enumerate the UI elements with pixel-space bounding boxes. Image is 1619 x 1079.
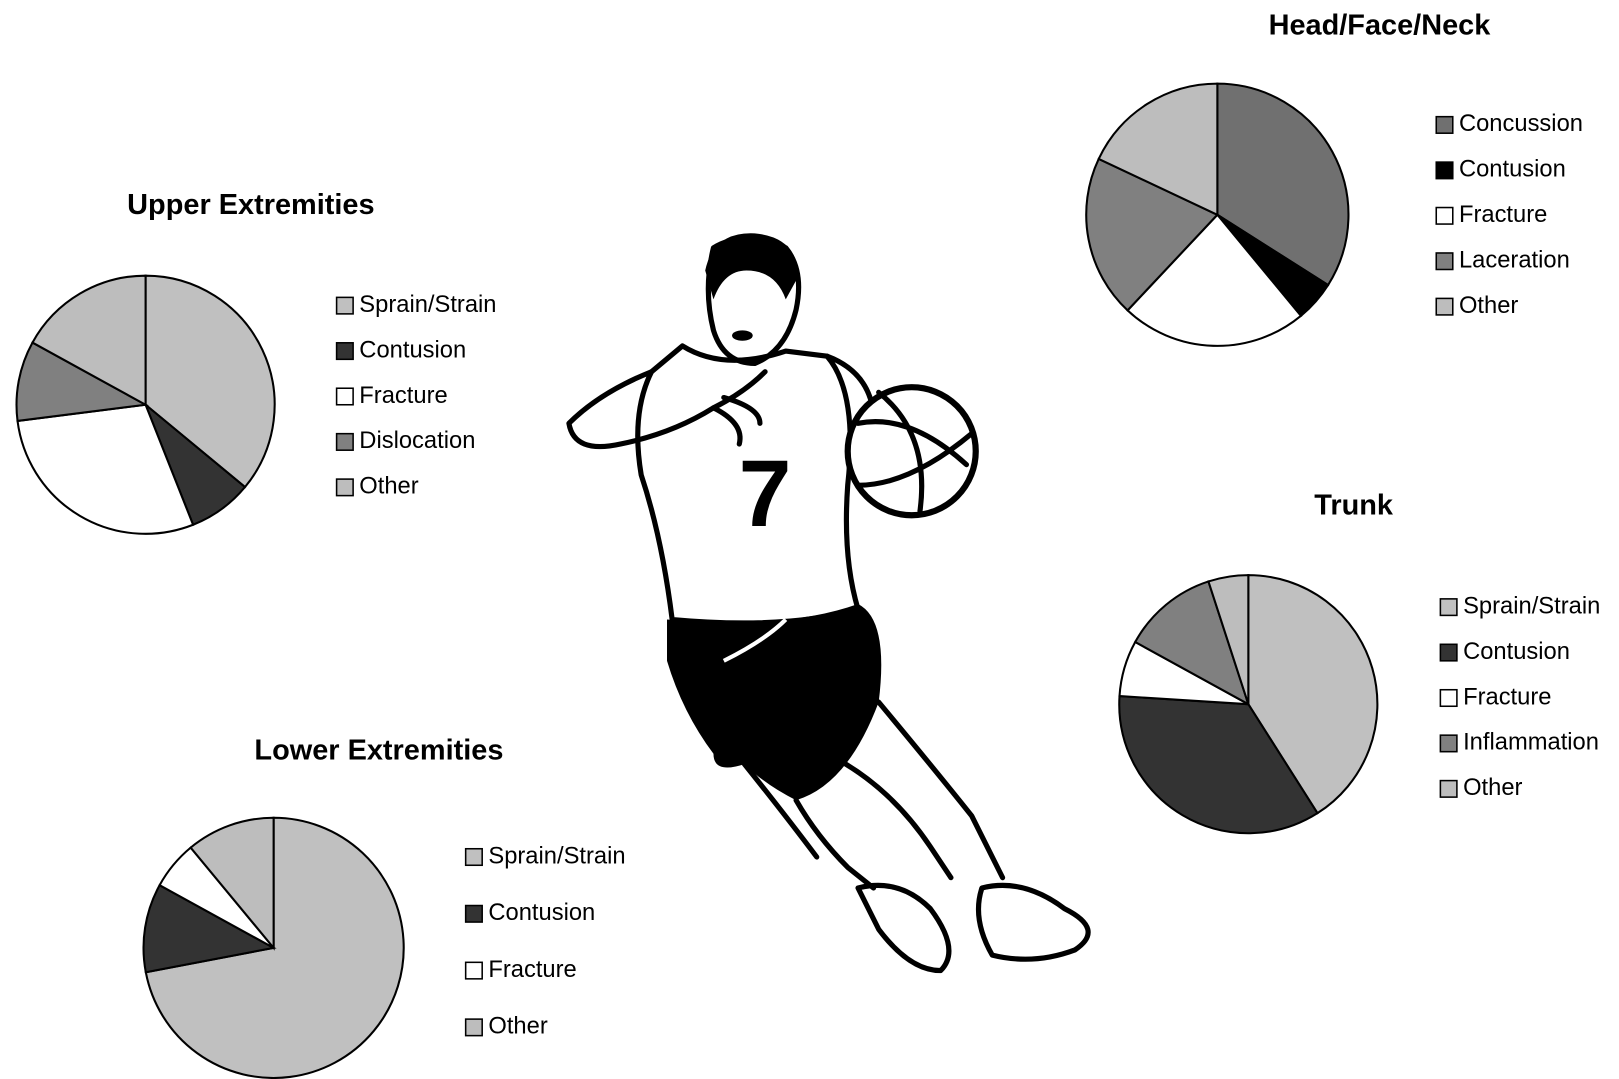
legend-swatch <box>464 904 483 923</box>
legend-label: Concussion <box>1459 111 1583 137</box>
pie-slice <box>144 274 276 489</box>
legend-label: Contusion <box>1459 157 1566 183</box>
legend-swatch <box>464 1018 483 1037</box>
pie-slice <box>189 816 275 951</box>
legend-label: Other <box>359 474 418 500</box>
legend-label: Dislocation <box>359 428 475 454</box>
legend-label: Fracture <box>488 957 576 983</box>
pie-slice <box>1126 213 1303 347</box>
chart-title: Trunk <box>1314 490 1394 522</box>
pie-slice <box>142 883 277 974</box>
legend-swatch <box>1439 688 1458 708</box>
jersey-number: 7 <box>739 441 792 547</box>
chart-title: Head/Face/Neck <box>1269 9 1492 41</box>
legend-label: Contusion <box>359 337 466 363</box>
pie-slice <box>16 403 195 535</box>
legend-label: Contusion <box>488 900 595 926</box>
pie-slice <box>1118 694 1319 835</box>
legend-label: Inflammation <box>1463 730 1599 756</box>
legend-swatch <box>1439 643 1458 662</box>
legend-swatch <box>335 342 354 361</box>
legend-swatch <box>335 387 354 406</box>
chart-title: Upper Extremities <box>127 189 374 221</box>
pie-slice <box>1133 580 1251 707</box>
pie-slice <box>1097 82 1219 217</box>
legend-swatch <box>1435 115 1454 134</box>
pie-slice <box>1085 157 1220 312</box>
legend-swatch <box>1435 161 1454 180</box>
pie-slice <box>31 274 147 407</box>
legend-swatch <box>464 961 483 980</box>
chart-title: Lower Extremities <box>254 734 503 766</box>
legend-label: Sprain/Strain <box>1463 593 1600 619</box>
legend-swatch <box>1435 252 1454 271</box>
legend-swatch <box>335 432 354 451</box>
legend-swatch <box>1435 206 1454 225</box>
legend-label: Fracture <box>359 383 447 409</box>
legend-label: Fracture <box>1463 684 1551 710</box>
pie-slice <box>1207 574 1250 705</box>
legend-swatch <box>464 847 483 867</box>
legend-swatch <box>1439 779 1458 798</box>
legend-label: Laceration <box>1459 247 1570 273</box>
legend-label: Sprain/Strain <box>359 292 496 318</box>
legend-label: Fracture <box>1459 202 1547 228</box>
legend-label: Other <box>488 1014 547 1040</box>
legend-label: Contusion <box>1463 639 1570 665</box>
legend-swatch <box>1435 297 1454 316</box>
pie-slice <box>15 341 149 423</box>
legend-label: Sprain/Strain <box>488 843 625 869</box>
legend-label: Other <box>1459 293 1518 319</box>
player-illustration: 7 <box>566 233 1091 974</box>
legend-swatch <box>1439 734 1458 753</box>
legend-label: Other <box>1463 775 1522 801</box>
legend-swatch <box>335 478 354 497</box>
legend-swatch <box>335 296 354 315</box>
legend-swatch <box>1439 598 1458 617</box>
